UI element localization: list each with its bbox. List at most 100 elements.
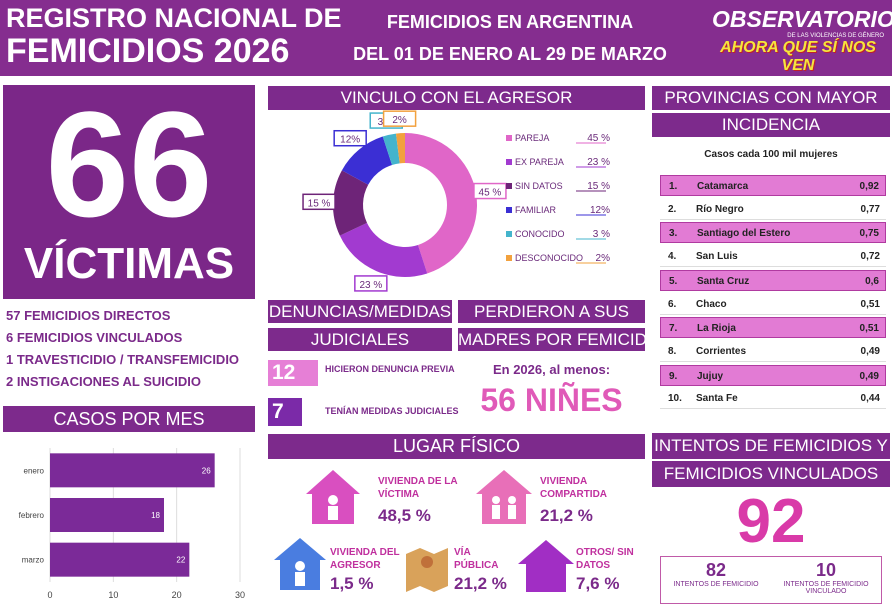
attempt-value: 82 xyxy=(705,560,727,580)
place-icons xyxy=(274,470,574,592)
subtitle-line: FEMICIDIOS EN ARGENTINA xyxy=(386,12,634,32)
rate: 0,51 xyxy=(859,323,879,335)
y-tick-label: febrero xyxy=(19,511,45,520)
house-icon xyxy=(274,538,326,590)
table-row: 7. La Rioja 0,51 xyxy=(660,317,886,339)
complaint-value: 12 xyxy=(268,360,318,386)
legend-swatch xyxy=(506,255,512,261)
section-title: JUDICIALES xyxy=(268,328,452,351)
logo-slogan: AHORA QUE SÍ NOS VEN xyxy=(720,39,876,74)
place-label: VIVIENDA DE LA VÍCTIMA xyxy=(378,476,458,500)
province: Catamarca xyxy=(697,181,749,192)
slice-label-box xyxy=(354,275,388,292)
legend-label: CONOCIDO xyxy=(515,229,565,239)
y-tick-label: marzo xyxy=(22,556,45,565)
rate: 0,44 xyxy=(860,393,880,405)
logo: OBSERVATORIO DE LAS VIOLENCIAS DE GÉNERO… xyxy=(712,6,892,75)
section-title: PROVINCIAS CON MAYOR xyxy=(652,86,890,110)
slice-label: 15 % xyxy=(308,198,331,209)
house-icon xyxy=(476,470,532,524)
province: La Rioja xyxy=(697,323,736,335)
slice xyxy=(333,170,369,236)
rank: 8. xyxy=(668,345,677,357)
rate: 0,75 xyxy=(859,228,879,240)
victims-label: VÍCTIMAS xyxy=(23,239,235,288)
legend-swatch xyxy=(506,135,512,141)
legend-value: 3 % xyxy=(593,229,610,240)
rate: 0,6 xyxy=(865,275,879,287)
table-row: 1. Catamarca 0,92 xyxy=(660,175,886,196)
slice xyxy=(405,133,478,274)
place-label: VIVIENDA DEL AGRESOR xyxy=(330,547,400,571)
province: San Luis xyxy=(696,251,738,263)
victims-breakdown: 57 FEMICIDIOS DIRECTOS 6 FEMICIDIOS VINCU… xyxy=(6,305,239,393)
slice-label-box xyxy=(302,193,336,211)
legend-value: 45 % xyxy=(587,133,610,144)
rank: 7. xyxy=(669,323,678,335)
orphans-count: 56 NIÑES xyxy=(480,382,623,418)
table-row: 3. Santiago del Estero 0,75 xyxy=(660,222,886,244)
legend-swatch xyxy=(506,183,512,189)
rank: 6. xyxy=(668,298,677,310)
victims-box: 66 VÍCTIMAS xyxy=(3,85,255,299)
subtitle-line: DEL 01 DE ENERO AL 29 DE MARZO xyxy=(353,44,667,64)
subtitle: FEMICIDIOS EN ARGENTINA DEL 01 DE ENERO … xyxy=(320,6,700,70)
slice-label: 45 % xyxy=(479,188,502,199)
rank: 4. xyxy=(668,251,677,263)
slice xyxy=(395,133,405,164)
attempt-label: INTENTOS DE FEMICIDIO VINCULADO xyxy=(783,581,869,595)
section-title: VINCULO CON EL AGRESOR xyxy=(268,86,645,110)
bar xyxy=(50,498,164,532)
attempt-item: 82 INTENTOS DE FEMICIDIO xyxy=(662,560,770,588)
provinces-subtitle: Casos cada 100 mil mujeres xyxy=(704,149,838,160)
place-label: VIVIENDA COMPARTIDA xyxy=(540,476,608,500)
rank: 1. xyxy=(669,181,678,192)
section-title: DENUNCIAS/MEDIDAS xyxy=(268,300,452,323)
place-value: 21,2 % xyxy=(454,574,507,593)
slice-label-box xyxy=(333,129,367,147)
slice xyxy=(339,222,428,277)
complaint-label: TENÍAN MEDIDAS JUDICIALES xyxy=(325,406,459,416)
logo-tagline: DE LAS VIOLENCIAS DE GÉNERO xyxy=(787,33,884,39)
table-row: 2. Río Negro 0,77 xyxy=(660,199,886,220)
place-value: 1,5 % xyxy=(330,574,374,593)
donut-chart: 45 % PAREJA 45 % 23 % EX PAREJA 23 % 15 % SIN D… xyxy=(302,110,610,292)
legend-swatch xyxy=(506,231,512,237)
rate: 0,49 xyxy=(859,370,879,382)
table-row: 10. Santa Fe 0,44 xyxy=(660,388,886,410)
rate: 0,72 xyxy=(860,251,880,263)
table-row: 5. Santa Cruz 0,6 xyxy=(660,269,886,291)
victims-total: 66 xyxy=(45,80,213,248)
x-tick-label: 10 xyxy=(108,590,118,600)
breakdown-item: 57 FEMICIDIOS DIRECTOS xyxy=(6,308,171,323)
header-band xyxy=(0,0,892,76)
provinces-table: 1. Catamarca 0,92 2. Río Negro 0,77 3. Santiago… xyxy=(660,175,886,415)
breakdown-item: 2 INSTIGACIONES AL SUICIDIO xyxy=(6,374,202,389)
rate: 0,77 xyxy=(860,203,880,215)
province: Chaco xyxy=(696,298,727,310)
slice-label: 2% xyxy=(392,115,407,126)
slice-label-box xyxy=(382,110,417,127)
x-tick-label: 0 xyxy=(47,590,52,600)
breakdown-item: 1 TRAVESTICIDIO / TRANSFEMICIDIO xyxy=(6,352,240,367)
house-icon xyxy=(518,540,574,592)
table-row: 8. Corrientes 0,49 xyxy=(660,341,886,362)
rank: 3. xyxy=(669,228,678,240)
bar-value: 18 xyxy=(151,511,160,520)
section-title: CASOS POR MES xyxy=(3,406,255,432)
rank: 5. xyxy=(669,275,678,287)
bar-value: 22 xyxy=(176,556,185,565)
complaint-label: HICIERON DENUNCIA PREVIA xyxy=(325,364,455,374)
rate: 0,51 xyxy=(860,298,880,310)
legend-label: SIN DATOS xyxy=(515,181,563,191)
place-value: 7,6 % xyxy=(576,574,620,593)
legend-value: 15 % xyxy=(587,181,610,192)
place-label: VÍA PÚBLICA xyxy=(454,547,499,571)
table-row: 4. San Luis 0,72 xyxy=(660,246,886,268)
rank: 10. xyxy=(668,393,682,405)
rank: 2. xyxy=(668,203,677,215)
legend-value: 12% xyxy=(590,205,610,216)
x-tick-label: 30 xyxy=(235,590,245,600)
place-value: 48,5 % xyxy=(378,506,431,525)
